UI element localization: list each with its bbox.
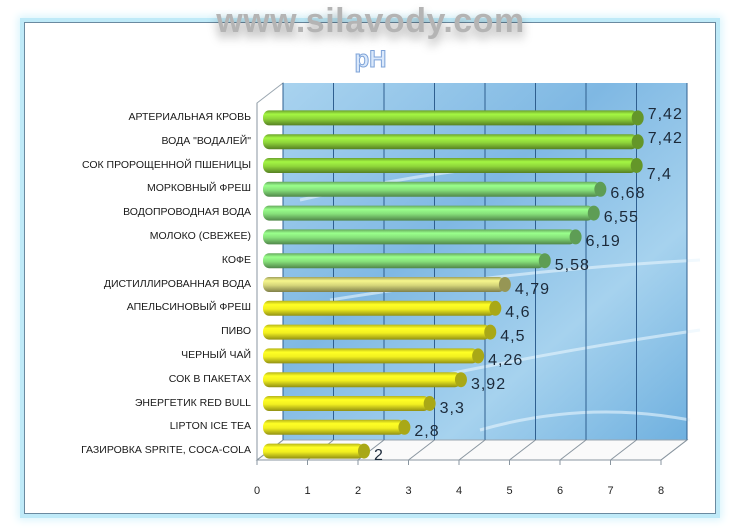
category-label: ЧЕРНЫЙ ЧАЙ bbox=[181, 348, 251, 361]
data-label: 3,3 bbox=[439, 399, 465, 417]
bar bbox=[263, 253, 551, 269]
data-label: 6,68 bbox=[610, 185, 646, 203]
data-label: 3,92 bbox=[470, 375, 507, 393]
x-tick-label: 8 bbox=[657, 485, 665, 497]
data-label: 4,5 bbox=[500, 328, 526, 346]
bar bbox=[263, 205, 600, 221]
data-label: 2,8 bbox=[414, 423, 440, 441]
x-tick-label: 1 bbox=[304, 485, 311, 497]
bar bbox=[263, 277, 511, 292]
bar bbox=[263, 134, 644, 150]
x-tick-label: 6 bbox=[556, 485, 564, 497]
watermark: www.silavody.com bbox=[216, 2, 525, 40]
bar bbox=[263, 396, 436, 411]
x-tick-label: 4 bbox=[455, 485, 463, 497]
data-label: 7,42 bbox=[647, 105, 683, 123]
category-label: МОРКОВНЫЙ ФРЕШ bbox=[146, 182, 251, 195]
category-label: КОФЕ bbox=[221, 253, 251, 266]
category-label: МОЛОКО (СВЕЖЕЕ) bbox=[149, 229, 251, 242]
data-label: 6,19 bbox=[585, 232, 621, 250]
category-label: СОК В ПАКЕТАХ bbox=[168, 372, 251, 385]
data-label: 6,55 bbox=[603, 209, 639, 227]
data-label: 7,42 bbox=[647, 129, 683, 147]
x-tick-label: 0 bbox=[253, 485, 261, 497]
category-label: ГАЗИРОВКА SPRITE, COCA-COLA bbox=[81, 444, 251, 457]
bar bbox=[263, 110, 644, 126]
category-label: ВОДОПРОВОДНАЯ ВОДА bbox=[123, 206, 251, 219]
data-label: 5,58 bbox=[554, 256, 590, 274]
category-label: LIPTON ICE TEA bbox=[169, 420, 251, 433]
data-label: 4,26 bbox=[488, 351, 524, 369]
x-tick-label: 7 bbox=[607, 485, 614, 497]
bar bbox=[263, 348, 485, 364]
data-label: 2 bbox=[374, 447, 384, 465]
bar bbox=[263, 229, 582, 245]
data-label: 4,79 bbox=[514, 280, 551, 298]
bar bbox=[263, 419, 411, 435]
category-label: АРТЕРИАЛЬНАЯ КРОВЬ bbox=[128, 110, 251, 123]
bar bbox=[263, 181, 607, 197]
chart-title: pH bbox=[354, 46, 387, 74]
data-label: 4,6 bbox=[505, 304, 531, 322]
x-tick-label: 5 bbox=[506, 485, 513, 497]
category-label: ЭНЕРГЕТИК RED BULL bbox=[134, 396, 251, 409]
bar bbox=[263, 372, 467, 388]
category-label: СОК ПРОРОЩЕННОЙ ПШЕНИЦЫ bbox=[82, 158, 251, 171]
category-label: ВОДА "ВОДАЛЕЙ" bbox=[161, 134, 251, 147]
bar bbox=[263, 324, 497, 340]
bar bbox=[263, 300, 502, 316]
x-tick-label: 3 bbox=[405, 485, 412, 497]
x-tick-label: 2 bbox=[354, 485, 362, 497]
bar bbox=[263, 158, 643, 173]
data-label: 7,4 bbox=[646, 165, 672, 183]
bar bbox=[263, 443, 370, 459]
category-label: ПИВО bbox=[221, 325, 251, 338]
category-label: ДИСТИЛЛИРОВАННАЯ ВОДА bbox=[103, 277, 251, 290]
category-label: АПЕЛЬСИНОВЫЙ ФРЕШ bbox=[126, 301, 251, 314]
